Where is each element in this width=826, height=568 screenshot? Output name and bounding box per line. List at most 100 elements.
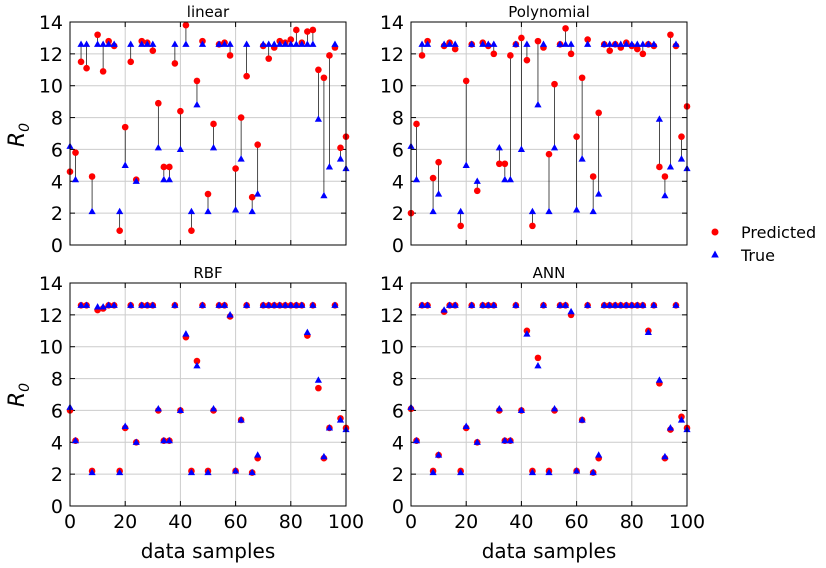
true-point [165, 175, 173, 183]
ylabel-top: R0 [5, 123, 33, 147]
true-point [237, 416, 245, 423]
predicted-point [243, 72, 250, 80]
y-tick-label: 10 [380, 76, 404, 98]
true-point [506, 436, 514, 444]
true-point [314, 376, 322, 383]
true-point [611, 40, 619, 47]
axes-frame [410, 21, 688, 246]
predicted-point [155, 99, 162, 107]
predicted-point [473, 187, 481, 195]
true-point [143, 40, 151, 47]
true-point [309, 301, 317, 308]
true-point [412, 175, 421, 183]
predicted-point [606, 47, 614, 54]
true-point [193, 362, 201, 369]
y-tick-label: 10 [39, 337, 63, 359]
true-point [517, 406, 525, 414]
true-point [209, 144, 218, 151]
true-point [644, 328, 652, 335]
predicted-point [149, 47, 157, 54]
predicted-point [457, 222, 464, 230]
y-tick-label: 12 [380, 44, 404, 66]
predicted-point [551, 80, 558, 88]
true-point [94, 40, 102, 47]
true-point [292, 40, 300, 47]
x-tick-label: 20 [113, 511, 137, 533]
predicted-point [667, 31, 674, 39]
true-point [71, 175, 80, 183]
predicted-point [518, 34, 525, 42]
true-point [138, 301, 146, 308]
y-tick-label: 0 [51, 235, 63, 257]
true-point [132, 438, 140, 445]
true-point [611, 301, 619, 308]
true-point [232, 467, 240, 474]
true-point [160, 436, 168, 444]
predicted-point [418, 52, 426, 59]
predicted-point [589, 173, 597, 180]
y-tick-label: 2 [51, 203, 63, 225]
true-point [468, 40, 476, 47]
true-point [281, 301, 289, 308]
predicted-point [656, 163, 663, 171]
true-point [617, 301, 625, 308]
true-point [423, 40, 432, 47]
true-point [655, 376, 663, 383]
true-point [617, 40, 625, 47]
true-point [490, 40, 498, 47]
predicted-point [88, 173, 96, 180]
true-point [331, 301, 339, 308]
true-point [276, 301, 284, 308]
x-tick-label: 0 [405, 511, 417, 533]
subplot-title: ANN [533, 264, 566, 282]
predicted-point [226, 52, 234, 59]
predicted-point [166, 163, 173, 171]
y-tick-label: 8 [392, 108, 404, 130]
true-point [215, 301, 223, 308]
true-point [220, 301, 229, 308]
predicted-point [193, 357, 201, 365]
true-point [561, 301, 570, 308]
y-tick-label: 14 [380, 273, 404, 295]
true-point [165, 436, 173, 444]
true-point [473, 177, 481, 184]
true-point [116, 207, 124, 215]
true-point [303, 40, 311, 47]
true-point [88, 468, 96, 476]
true-point [171, 301, 179, 308]
true-point [237, 155, 245, 162]
true-point [517, 145, 525, 153]
true-point [473, 438, 481, 445]
predicted-point [326, 52, 333, 59]
true-point [149, 40, 157, 47]
y-tick-label: 4 [392, 171, 404, 193]
y-tick-label: 12 [380, 305, 404, 327]
true-point [479, 301, 487, 308]
subplot-linear: 0 2 4 6 8 10 12 14 linear [39, 3, 350, 257]
x-tick-label: 80 [279, 511, 303, 533]
true-point [446, 40, 454, 47]
subplot-rbf: 0 20 40 60 80 100 0 2 4 6 8 10 12 14 RBF [39, 264, 364, 533]
true-point [418, 301, 426, 308]
predicted-point [507, 52, 514, 59]
y-tick-label: 12 [39, 305, 63, 327]
true-point [105, 40, 113, 47]
y-tick-label: 4 [51, 171, 63, 193]
legend-predicted-label: Predicted [741, 223, 816, 242]
true-point [77, 40, 85, 47]
true-point [661, 191, 669, 199]
x-tick-label: 80 [620, 511, 644, 533]
predicted-point [94, 31, 101, 39]
y-tick-label: 6 [51, 400, 63, 422]
predicted-point [204, 190, 212, 198]
predicted-point [210, 120, 217, 128]
ylabel-subscript: 0 [17, 383, 33, 392]
true-point [265, 301, 273, 308]
true-point [677, 155, 686, 162]
true-point [82, 40, 91, 47]
y-tick-label: 6 [392, 139, 404, 161]
subplot-title: linear [187, 3, 230, 21]
true-point [138, 40, 146, 47]
true-point [154, 405, 162, 412]
